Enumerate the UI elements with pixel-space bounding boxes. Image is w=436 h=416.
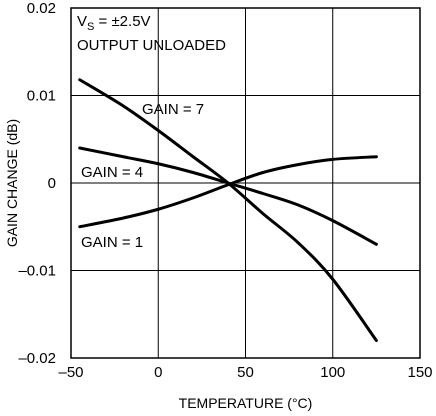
load-condition-label: OUTPUT UNLOADED: [77, 37, 226, 54]
grid: [71, 8, 420, 358]
x-tick-label: 150: [407, 364, 432, 381]
series-line-gain-1: [78, 155, 378, 229]
x-tick-label: 50: [237, 364, 254, 381]
y-tick-label: 0.01: [27, 88, 56, 105]
x-tick-label: 0: [154, 364, 162, 381]
y-tick-label: –0.02: [18, 350, 56, 367]
supply-condition-label: VS = ±2.5V: [77, 13, 151, 33]
series-line-gain-4: [78, 146, 378, 246]
y-tick-label: 0: [48, 175, 56, 192]
curves: [78, 78, 378, 342]
series-line-gain-7: [78, 78, 378, 342]
series-label-gain-1: GAIN = 1: [81, 234, 143, 251]
tick-labels: –50 0 50 100 150 0.02 0.01 0 –0.01 –0.02: [18, 0, 432, 381]
plot-frame: [70, 7, 421, 359]
x-tick-label: –50: [58, 364, 83, 381]
x-axis-title: TEMPERATURE (°C): [179, 395, 313, 411]
series-label-gain-4: GAIN = 4: [81, 164, 143, 181]
y-tick-label: 0.02: [27, 0, 56, 17]
y-axis-title: GAIN CHANGE (dB): [4, 119, 20, 247]
x-tick-label: 100: [320, 364, 345, 381]
y-tick-label: –0.01: [18, 263, 56, 280]
series-label-gain-7: GAIN = 7: [142, 101, 204, 118]
